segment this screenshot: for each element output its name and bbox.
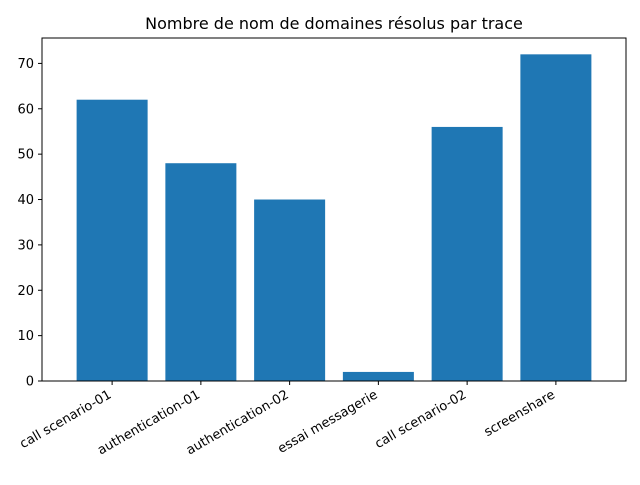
y-tick-label: 0 <box>26 375 34 390</box>
plot-frame <box>41 37 627 382</box>
y-axis: 0 10 20 30 40 50 60 70 <box>17 57 42 390</box>
bar-screenshare <box>520 54 592 381</box>
chart-title: Nombre de nom de domaines résolus par tr… <box>145 14 523 33</box>
bar-call-scenario-02 <box>431 126 503 381</box>
x-axis: call scenario-01authentication-01authent… <box>17 381 558 458</box>
x-tick-label: call scenario-02 <box>372 387 469 451</box>
y-tick-label: 10 <box>17 329 34 344</box>
bar-authentication-02 <box>254 199 326 381</box>
bar-authentication-01 <box>165 163 237 381</box>
x-tick-label: essai messagerie <box>275 387 380 456</box>
y-tick-label: 70 <box>17 57 34 72</box>
y-tick-label: 20 <box>17 284 34 299</box>
y-tick-label: 30 <box>17 238 34 253</box>
bars-group <box>76 54 592 381</box>
bar-essai-messagerie <box>342 371 414 381</box>
y-tick-label: 50 <box>17 148 34 163</box>
y-tick-label: 60 <box>17 102 34 117</box>
bar-call-scenario-01 <box>76 99 148 381</box>
x-tick-label: screenshare <box>482 387 558 440</box>
y-tick-label: 40 <box>17 193 34 208</box>
